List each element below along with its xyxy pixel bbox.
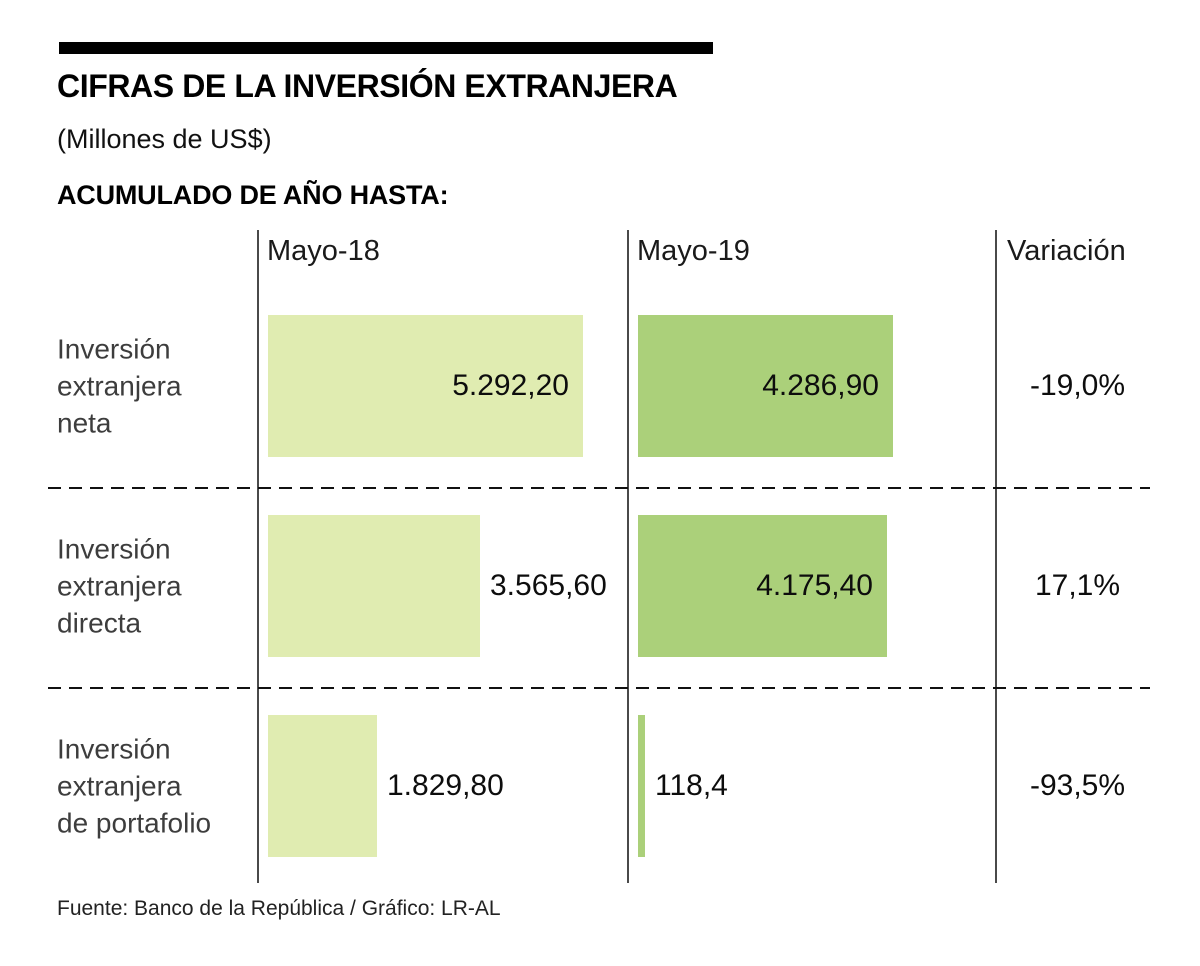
source-credit: Fuente: Banco de la República / Gráfico:…	[57, 897, 501, 920]
row-label: Inversión extranjera directa	[57, 531, 182, 642]
column-divider-3	[995, 230, 997, 883]
column-header-variacion: Variación	[1007, 235, 1126, 267]
row-label-line: extranjera	[57, 370, 182, 402]
bar-value-label: 3.565,60	[490, 569, 607, 602]
row-label-line: extranjera	[57, 570, 182, 602]
bar-mayo19: 118,4	[638, 715, 728, 857]
column-divider-2	[627, 230, 629, 883]
variation-value: -19,0%	[1029, 369, 1126, 402]
row-label: Inversión extranjera de portafolio	[57, 731, 211, 842]
row-separator	[48, 687, 1150, 689]
units-subtitle: (Millones de US$)	[57, 124, 272, 154]
row-label: Inversión extranjera neta	[57, 331, 182, 442]
bar-mayo19: 4.286,90	[638, 315, 893, 457]
row-label-line: Inversión	[57, 733, 171, 765]
row-label-line: directa	[57, 607, 142, 639]
bar-mayo18: 5.292,20	[268, 315, 583, 457]
table-row: Inversión extranjera neta 5.292,20 4.286…	[0, 315, 1200, 457]
variation-value: 17,1%	[1034, 569, 1121, 602]
row-label-line: de portafolio	[57, 807, 212, 839]
bar-mayo18: 3.565,60	[268, 515, 607, 657]
page-title: CIFRAS DE LA INVERSIÓN EXTRANJERA	[57, 68, 678, 104]
bar-value-label: 118,4	[655, 769, 728, 802]
column-header-mayo18: Mayo-18	[267, 235, 380, 267]
column-divider-1	[257, 230, 259, 883]
variation-value: -93,5%	[1029, 769, 1126, 802]
bar-value-label: 5.292,20	[452, 369, 569, 402]
row-label-line: Inversión	[57, 533, 171, 565]
table-row: Inversión extranjera de portafolio 1.829…	[0, 715, 1200, 857]
table-row: Inversión extranjera directa 3.565,60 4.…	[0, 515, 1200, 657]
bar-mayo18: 1.829,80	[268, 715, 504, 857]
bar-mayo19: 4.175,40	[638, 515, 887, 657]
row-label-line: neta	[57, 407, 112, 439]
section-label: ACUMULADO DE AÑO HASTA:	[57, 180, 449, 210]
title-rule	[59, 42, 713, 54]
bar-value-label: 4.286,90	[762, 369, 879, 402]
chart-area: Mayo-18 Mayo-19 Variación Inversión extr…	[0, 230, 1200, 890]
column-header-mayo19: Mayo-19	[637, 235, 750, 267]
bar-value-label: 1.829,80	[387, 769, 504, 802]
bar-value-label: 4.175,40	[756, 569, 873, 602]
row-label-line: extranjera	[57, 770, 182, 802]
row-separator	[48, 487, 1150, 489]
row-label-line: Inversión	[57, 333, 171, 365]
